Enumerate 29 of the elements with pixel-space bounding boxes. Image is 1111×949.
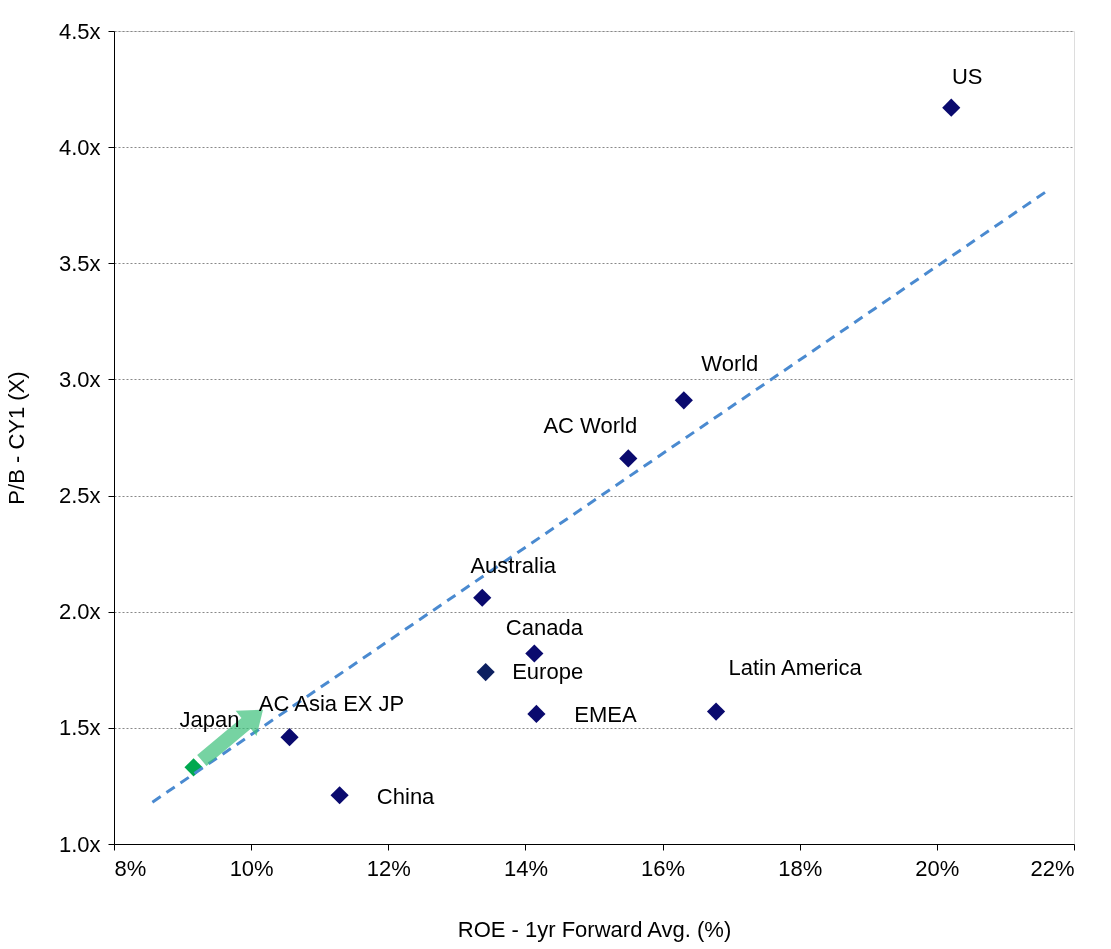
y-tick-label: 1.0x: [58, 831, 101, 857]
annotation: Canada: [505, 614, 584, 640]
x-tick-label: 18%: [778, 855, 823, 881]
x-tick-label: 16%: [641, 855, 686, 881]
y-tick-label: 1.5x: [58, 715, 101, 741]
annotation: China: [376, 784, 436, 810]
annotation: US: [951, 63, 983, 89]
annotation: World: [701, 351, 759, 377]
x-tick-label: 12%: [366, 855, 411, 881]
x-tick-label: 14%: [503, 855, 548, 881]
annotation: Latin America: [728, 654, 863, 680]
y-axis-title: P/B - CY1 (X): [3, 371, 29, 505]
y-tick-label: 3.5x: [58, 250, 101, 276]
x-tick-label: 20%: [915, 855, 960, 881]
annotation: Australia: [470, 552, 557, 578]
x-tick-label: 10%: [229, 855, 274, 881]
x-tick-label: 22%: [1030, 855, 1075, 881]
x-axis-title: ROE - 1yr Forward Avg. (%): [457, 916, 732, 942]
annotation: EMEA: [574, 701, 637, 727]
y-tick-label: 2.5x: [58, 483, 101, 509]
y-tick-label: 3.0x: [58, 366, 101, 392]
annotation: AC World: [543, 413, 638, 439]
annotation: Europe: [512, 659, 584, 685]
y-tick-label: 2.0x: [58, 599, 101, 625]
annotation: Japan: [179, 707, 240, 733]
y-tick-label: 4.5x: [58, 18, 101, 44]
x-tick-label: 8%: [114, 855, 147, 881]
annotation: AC Asia EX JP: [258, 691, 405, 717]
y-tick-label: 4.0x: [58, 134, 101, 160]
